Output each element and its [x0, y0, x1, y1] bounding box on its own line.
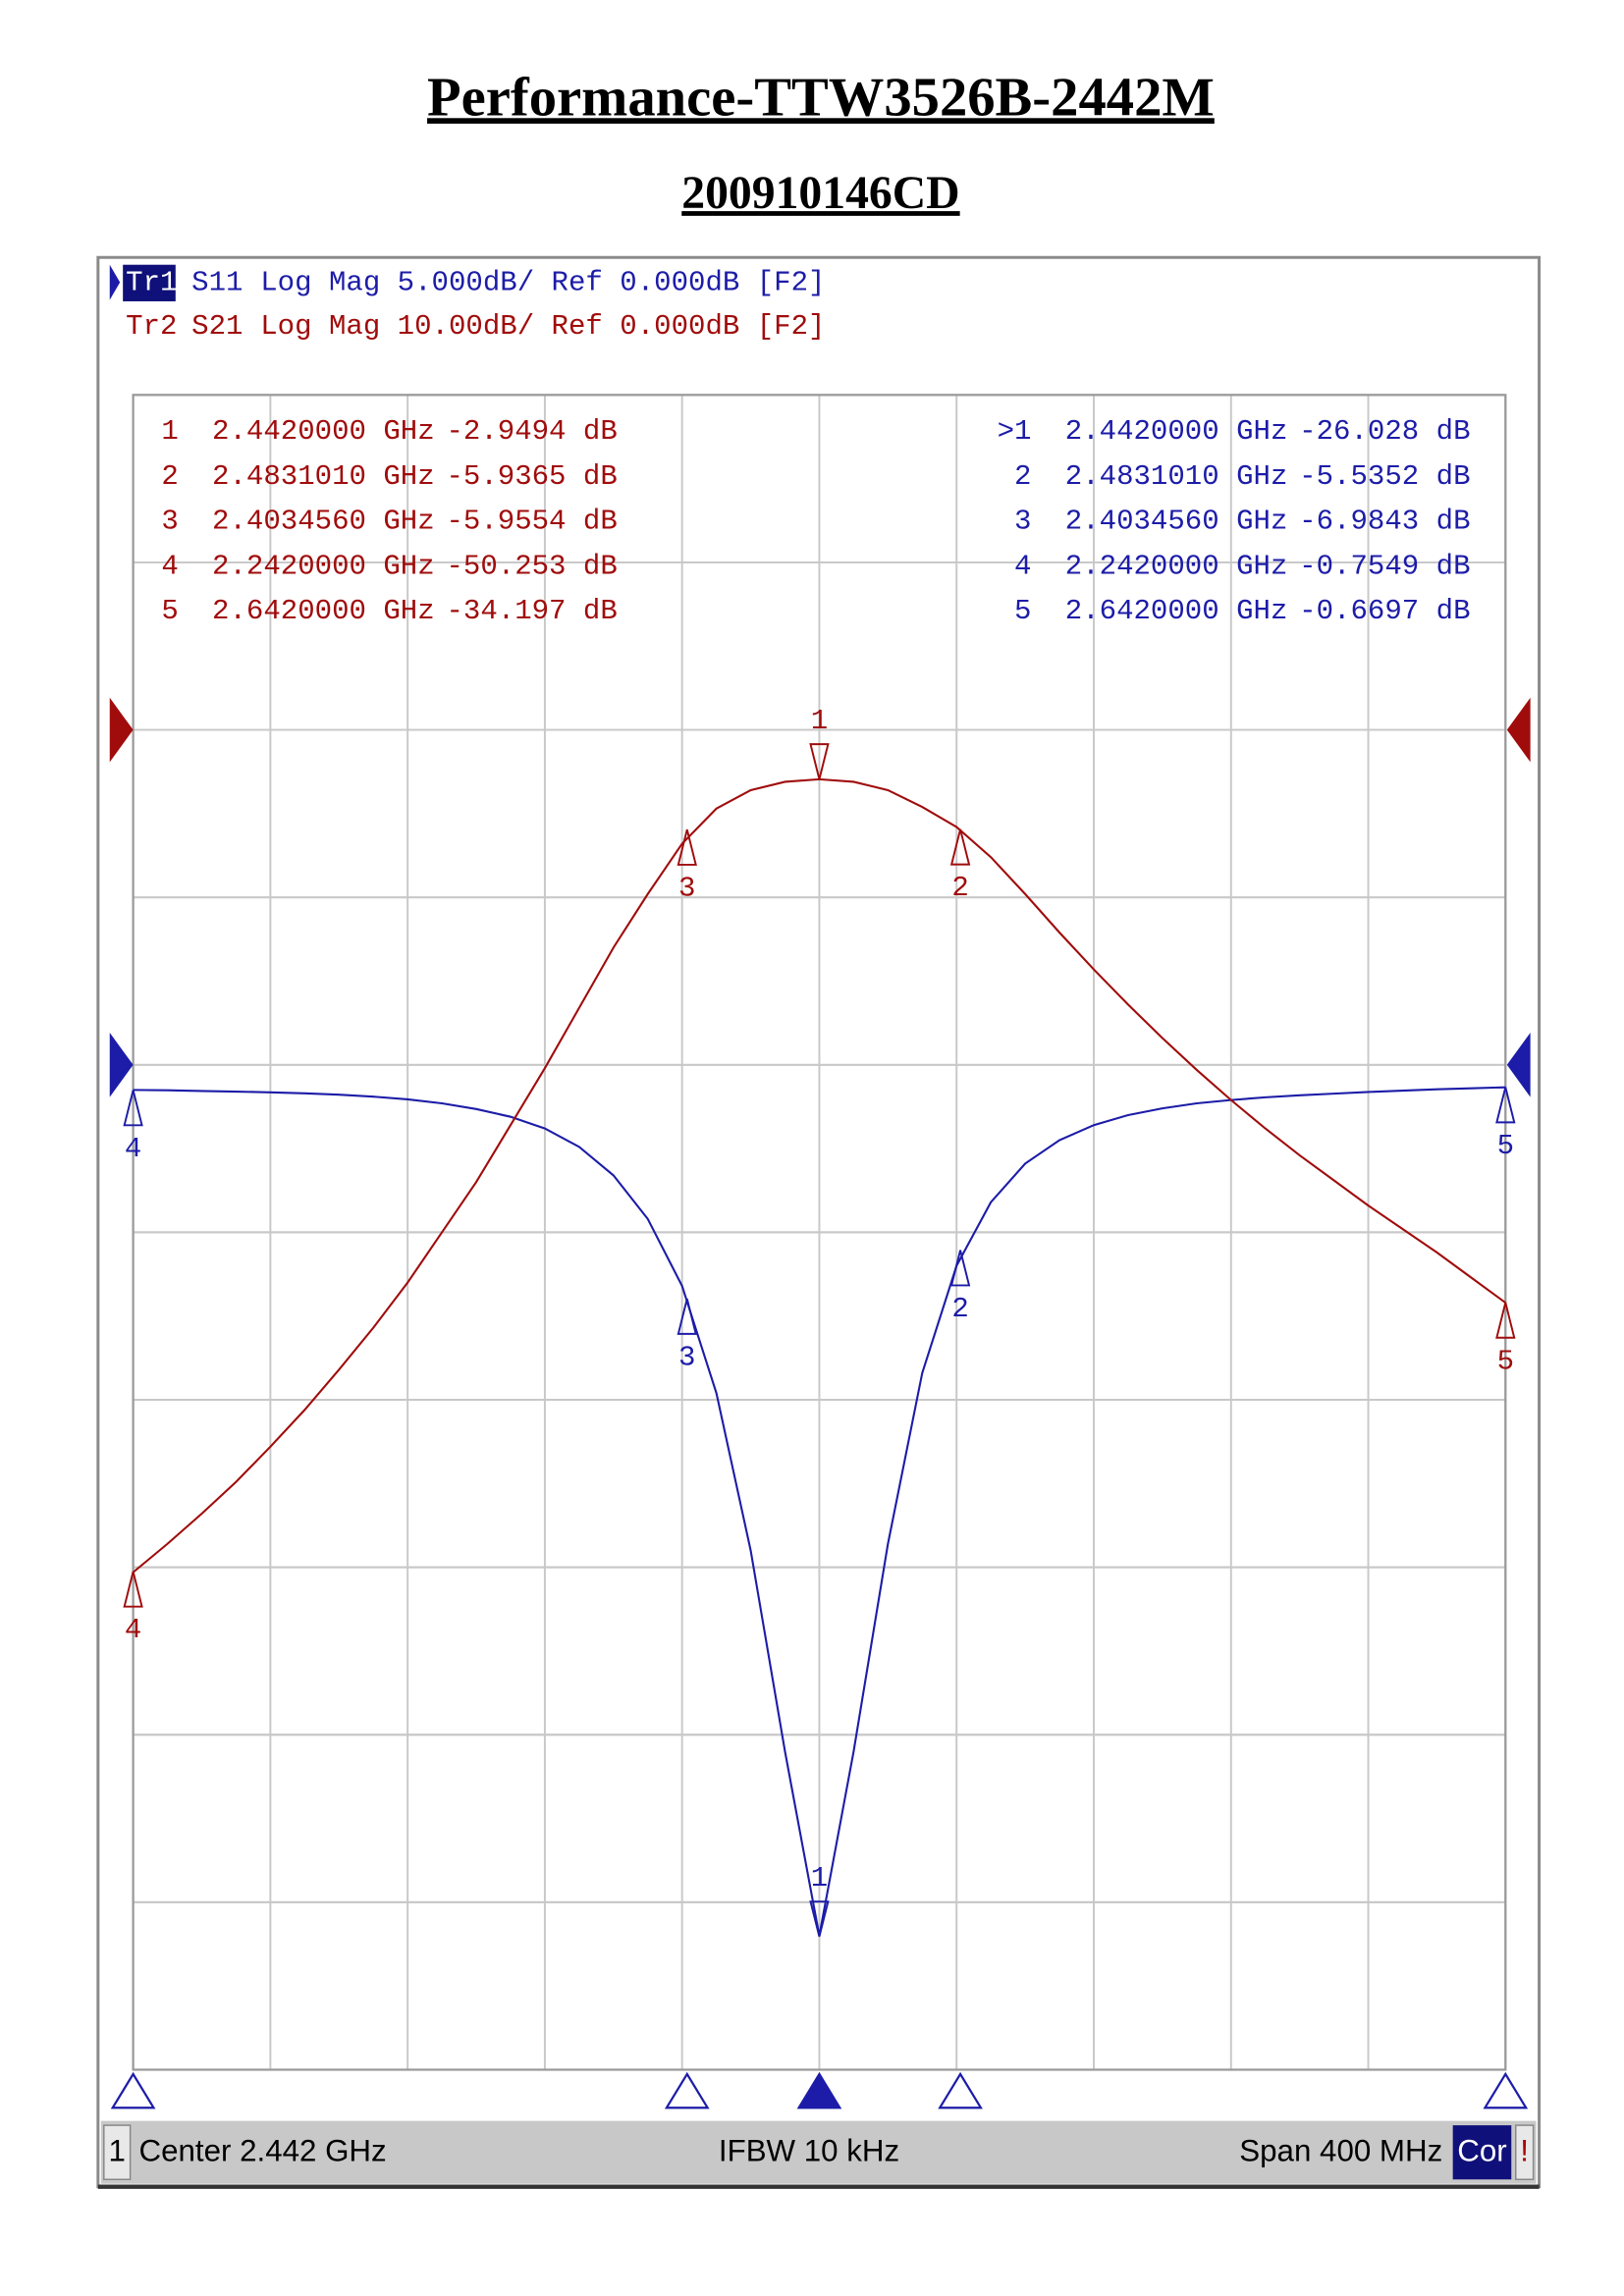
ref-marker-right	[1506, 697, 1531, 763]
stimulus-marker	[110, 2071, 156, 2109]
marker-tag: 1	[811, 1862, 828, 1895]
ref-marker-left	[109, 1033, 134, 1097]
status-span: Span 400 MHz	[1239, 2134, 1442, 2168]
trace-format: Log Mag 10.00dB/ Ref 0.000dB [F2]	[260, 310, 825, 343]
stimulus-marker	[664, 2071, 710, 2109]
marker-triangle	[677, 828, 697, 866]
trace-param: S11	[191, 266, 243, 298]
trace-id: Tr1	[126, 266, 177, 298]
trace-id: Tr2	[126, 310, 177, 343]
flag-box	[1514, 2124, 1535, 2180]
marker-readout-value: -0.7549 dB	[1299, 550, 1470, 582]
marker-readout-name: 4	[161, 550, 178, 582]
graticule	[132, 394, 1507, 2071]
marker-readout-freq: 2.4831010 GHz	[1065, 460, 1288, 493]
marker-readout-freq: 2.4420000 GHz	[212, 415, 435, 448]
marker-tag: 3	[678, 1341, 695, 1373]
marker-tag: 2	[951, 872, 968, 904]
marker-readout-value: -5.9365 dB	[446, 460, 617, 493]
marker-readout-freq: 2.2420000 GHz	[1065, 550, 1288, 582]
marker-readout-value: -2.9494 dB	[446, 415, 617, 448]
marker-readout-name: 5	[161, 595, 178, 627]
marker-readout-name: 3	[1014, 506, 1031, 538]
marker-readout-name: >1	[998, 415, 1032, 448]
marker-tag: 2	[951, 1293, 968, 1325]
marker-readout-freq: 2.4420000 GHz	[1065, 415, 1288, 448]
marker-triangle	[1495, 1087, 1516, 1124]
marker-triangle	[809, 1900, 830, 1938]
status-bar	[100, 2120, 1537, 2184]
channel-box	[103, 2124, 132, 2180]
marker-readout-freq: 2.4831010 GHz	[212, 460, 435, 493]
marker-readout-name: 3	[161, 506, 178, 538]
marker-readout-value: -0.6697 dB	[1299, 595, 1470, 627]
marker-triangle	[677, 1298, 697, 1335]
marker-triangle	[809, 743, 830, 780]
marker-readout-name: 5	[1014, 595, 1031, 627]
active-trace-box	[123, 264, 176, 301]
status-center: Center 2.442 GHz	[139, 2134, 387, 2168]
marker-readout-name: 1	[161, 415, 178, 448]
marker-readout-freq: 2.4034560 GHz	[212, 506, 435, 538]
marker-tag: 5	[1497, 1345, 1514, 1377]
marker-tag: 4	[125, 1614, 141, 1646]
marker-readout-freq: 2.6420000 GHz	[212, 595, 435, 627]
marker-readout-name: 2	[161, 460, 178, 493]
marker-tag: 3	[678, 872, 695, 904]
marker-readout-value: -26.028 dB	[1299, 415, 1470, 448]
ref-marker-left	[109, 697, 134, 763]
marker-readout-freq: 2.4034560 GHz	[1065, 506, 1288, 538]
marker-readout-freq: 2.6420000 GHz	[1065, 595, 1288, 627]
marker-tag: 5	[1497, 1130, 1514, 1162]
status-ifbw: IFBW 10 kHz	[719, 2134, 899, 2168]
doc-title: Performance-TTW3526B-2442M	[427, 67, 1215, 128]
trace-param: S21	[191, 310, 243, 343]
marker-tag: 4	[125, 1133, 141, 1165]
marker-readout-value: -6.9843 dB	[1299, 506, 1470, 538]
marker-triangle	[949, 828, 971, 866]
marker-triangle	[123, 1571, 143, 1608]
marker-readout-value: -50.253 dB	[446, 550, 617, 582]
marker-tag: 1	[811, 705, 828, 737]
marker-triangle	[123, 1090, 143, 1127]
marker-readout-value: -5.9554 dB	[446, 506, 617, 538]
ref-marker-right	[1506, 1033, 1531, 1097]
marker-triangle	[1495, 1302, 1516, 1339]
correction-box	[1452, 2125, 1512, 2180]
marker-readout-name: 4	[1014, 550, 1031, 582]
stimulus-marker	[1483, 2071, 1529, 2109]
stimulus-marker	[938, 2071, 983, 2109]
status-channel: 1	[109, 2134, 126, 2168]
trace-format: Log Mag 5.000dB/ Ref 0.000dB [F2]	[260, 266, 825, 298]
marker-readout-name: 2	[1014, 460, 1031, 493]
status-correction: Cor	[1457, 2134, 1506, 2168]
stimulus-marker	[796, 2071, 842, 2109]
marker-readout-value: -34.197 dB	[446, 595, 617, 627]
active-trace-pointer	[109, 264, 121, 300]
marker-triangle	[949, 1250, 971, 1287]
marker-readout-freq: 2.2420000 GHz	[212, 550, 435, 582]
status-flag: !	[1520, 2134, 1529, 2168]
marker-readout-value: -5.5352 dB	[1299, 460, 1470, 493]
doc-subtitle: 200910146CD	[681, 168, 959, 219]
